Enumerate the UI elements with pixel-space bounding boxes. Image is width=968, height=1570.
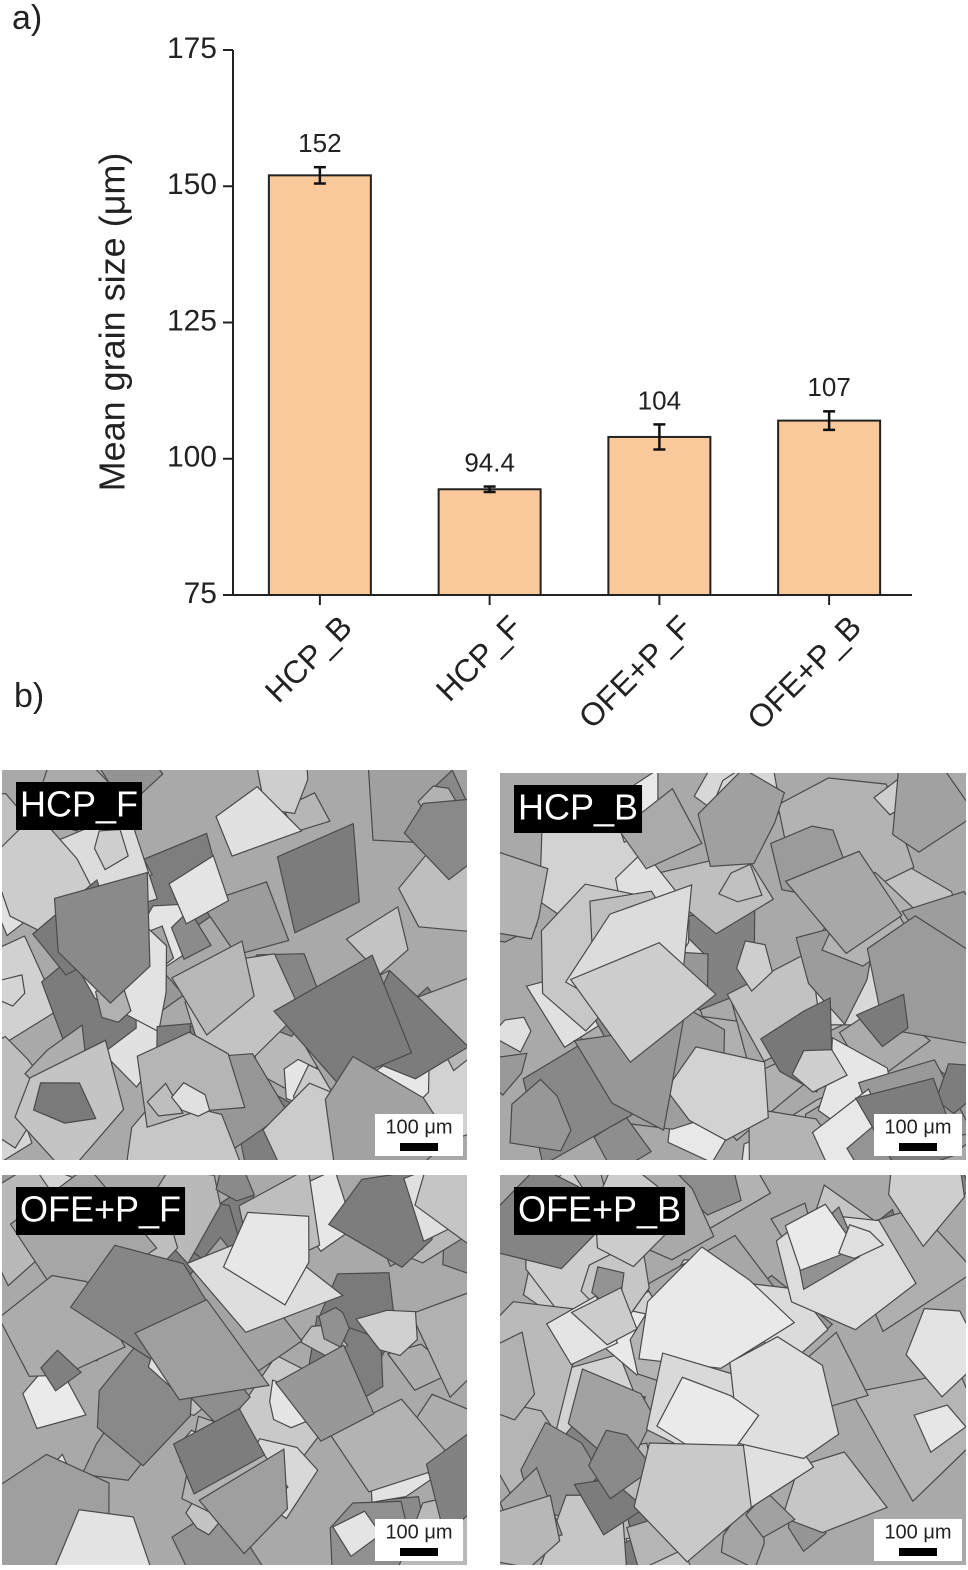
scale-bar-label: 100 μm: [884, 1116, 951, 1138]
scale-bar-label: 100 μm: [385, 1116, 452, 1138]
grain: [905, 1307, 966, 1398]
grain: [697, 773, 786, 868]
grain: [276, 822, 360, 934]
micrograph: [500, 1175, 966, 1565]
grain: [170, 1081, 211, 1117]
error-bar: [653, 423, 666, 451]
micrograph-label: HCP_B: [518, 787, 638, 828]
scale-bar: [400, 1548, 438, 1556]
x-tick-label: OFE+P_F: [572, 608, 699, 735]
error-bar: [823, 410, 836, 432]
grain: [198, 1448, 289, 1555]
panel-label: b): [14, 677, 44, 715]
grain: [729, 1336, 840, 1460]
grain: [168, 854, 230, 925]
grain: [55, 1509, 151, 1565]
bar: [267, 174, 372, 596]
value-label: 104: [638, 385, 681, 415]
micrograph-label: HCP_F: [20, 784, 138, 825]
grain: [892, 773, 966, 853]
scale-bar: [899, 1143, 937, 1151]
grain: [146, 1082, 184, 1117]
scale-bar-label: 100 μm: [385, 1521, 452, 1543]
scale-bar: [899, 1548, 937, 1556]
x-tick-label: HCP_B: [258, 608, 359, 709]
y-tick-label: 125: [167, 304, 217, 337]
panel-label: a): [12, 0, 42, 37]
grain: [2, 974, 26, 1007]
grain: [638, 1246, 796, 1369]
y-tick-label: 75: [184, 577, 217, 610]
grain: [274, 1344, 375, 1442]
y-tick-label: 150: [167, 168, 217, 201]
grain: [93, 828, 129, 871]
grain: [345, 905, 409, 976]
grain: [53, 871, 151, 1004]
grain: [935, 1063, 966, 1115]
grain: [500, 1052, 528, 1096]
grain: [500, 1016, 532, 1053]
grain: [570, 1286, 638, 1346]
micrograph-label: OFE+P_F: [20, 1189, 181, 1230]
micrograph: [2, 1175, 467, 1565]
label-bg: [16, 782, 143, 830]
grain: [784, 850, 903, 955]
label-bg: [514, 1187, 686, 1235]
grain: [170, 909, 212, 961]
grain: [569, 941, 717, 1064]
grain: [781, 1451, 889, 1534]
grain: [215, 1175, 256, 1202]
x-tick-label: HCP_F: [429, 608, 529, 708]
error-bar: [483, 485, 496, 494]
grain: [791, 1048, 848, 1093]
grain: [414, 1175, 467, 1244]
grain: [500, 851, 549, 940]
scale-bar-label: 100 μm: [884, 1521, 951, 1543]
grain: [222, 1211, 310, 1306]
grain: [913, 1404, 966, 1454]
grain: [134, 1298, 271, 1401]
grain: [500, 1331, 536, 1421]
micrograph: [500, 773, 966, 1160]
grain: [837, 1224, 885, 1260]
value-label: 107: [807, 372, 850, 402]
grain: [588, 1429, 655, 1500]
grain: [40, 1349, 83, 1392]
grain: [855, 993, 909, 1048]
grain: [633, 1442, 752, 1563]
grain: [500, 1494, 561, 1565]
grain: [717, 863, 763, 903]
grain: [172, 1407, 266, 1495]
y-axis-label: Mean grain size (μm): [92, 153, 133, 492]
grain: [171, 940, 255, 1036]
grain: [32, 1082, 97, 1124]
error-bar: [313, 165, 326, 185]
micrograph-label: OFE+P_B: [518, 1189, 681, 1230]
y-tick-label: 175: [167, 32, 217, 65]
scale-bar: [400, 1143, 438, 1151]
grain: [887, 1175, 966, 1248]
grain: [403, 798, 467, 881]
bar: [437, 488, 542, 596]
grain: [509, 1078, 572, 1152]
bar: [777, 419, 882, 596]
label-bg: [16, 1187, 186, 1235]
grain: [425, 1433, 467, 1537]
label-bg: [514, 785, 643, 833]
value-label: 94.4: [464, 447, 515, 477]
bar: [607, 435, 712, 597]
grain: [215, 785, 303, 857]
x-tick-label: OFE+P_B: [740, 608, 868, 736]
grain: [735, 940, 773, 993]
grain: [593, 1115, 652, 1160]
y-tick-label: 100: [167, 441, 217, 474]
grain: [355, 1309, 418, 1357]
grain: [331, 1510, 382, 1558]
value-label: 152: [298, 128, 341, 158]
